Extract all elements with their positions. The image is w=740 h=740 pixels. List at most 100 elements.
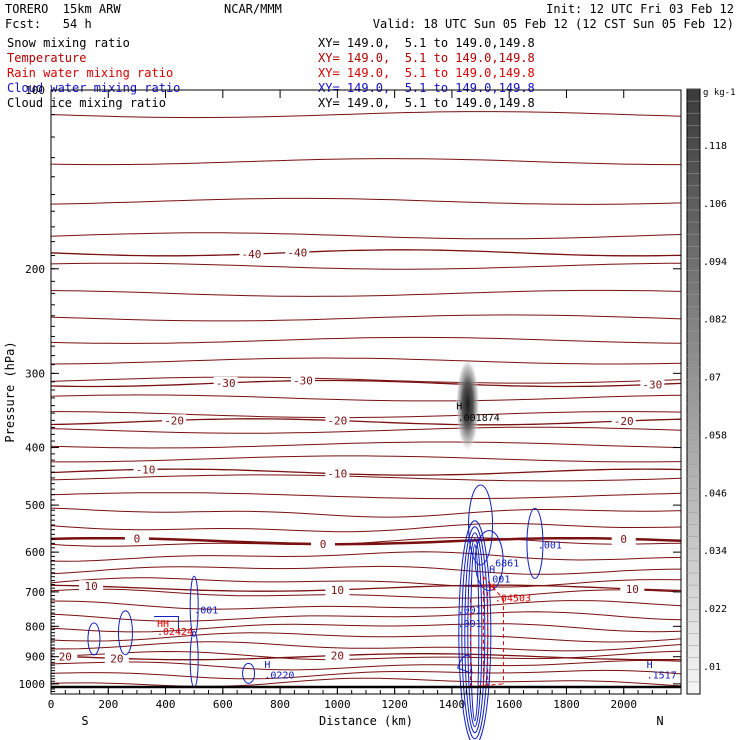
isotherm-label-bg xyxy=(611,532,636,545)
x-tick-label: 1600 xyxy=(496,698,523,711)
isotherm-label: -10 xyxy=(136,463,156,476)
x-tick-label: 600 xyxy=(213,698,233,711)
isotherm-label: -20 xyxy=(164,414,184,427)
isotherm-label-bg xyxy=(162,414,187,427)
y-tick-label: 300 xyxy=(25,367,45,380)
y-tick-label: 700 xyxy=(25,586,45,599)
cloud-water-contour xyxy=(467,538,483,728)
isotherm-line xyxy=(50,565,682,575)
isotherm-label: -40 xyxy=(242,248,262,261)
y-tick-label: 500 xyxy=(25,499,45,512)
cloud-water-contour xyxy=(461,526,489,740)
isotherm-label-bg xyxy=(325,414,350,427)
isotherm-0 xyxy=(50,536,682,546)
isotherm-line xyxy=(50,492,682,500)
init-time: Init: 12 UTC Fri 03 Feb 12 xyxy=(546,2,734,16)
isotherm-10 xyxy=(50,584,682,592)
isotherm-label-bg xyxy=(239,248,264,261)
cloud-water-contour xyxy=(526,507,544,579)
isotherm-line xyxy=(50,336,682,344)
colorbar-tick-label: .082 xyxy=(703,315,727,326)
isotherm-line xyxy=(50,551,682,562)
isotherm-label-bg xyxy=(620,582,645,595)
x-axis-title: Distance (km) xyxy=(319,714,413,728)
field-label-snow: Snow mixing ratio xyxy=(7,36,130,50)
field-label-temperature: Temperature xyxy=(7,51,87,65)
colorbar-tick-label: .07 xyxy=(703,373,721,384)
isotherm-line xyxy=(50,394,682,402)
isotherm-label: 0 xyxy=(134,532,141,545)
rain-water-contour xyxy=(470,683,504,687)
isotherm-line xyxy=(50,289,682,297)
y-tick-label: 200 xyxy=(25,263,45,276)
colorbar-tick-label: .01 xyxy=(703,662,721,673)
cloud-water-contour xyxy=(470,544,480,722)
isotherm--20 xyxy=(50,418,682,426)
organization-label: NCAR/MMM xyxy=(224,2,282,16)
y-tick-label: 800 xyxy=(25,620,45,633)
max-annotation: .02424 xyxy=(157,627,193,638)
max-annotation: .04503 xyxy=(495,593,531,604)
x-tick-label: 1000 xyxy=(324,698,351,711)
max-annotation: HH xyxy=(157,619,169,630)
cloud-water-contour xyxy=(464,532,486,734)
rain-water-contour xyxy=(483,576,504,600)
isotherm-line xyxy=(50,641,682,652)
x-tick-label: 400 xyxy=(156,698,176,711)
x-tick-label: 2000 xyxy=(610,698,637,711)
isotherm-label-bg xyxy=(325,649,350,662)
field-label-rain: Rain water mixing ratio xyxy=(7,66,174,80)
isotherm-line xyxy=(50,600,682,610)
isotherm-line xyxy=(50,474,682,482)
isotherm-label: 10 xyxy=(331,584,344,597)
model-label: TORERO 15km ARW xyxy=(5,2,121,16)
valid-time: Valid: 18 UTC Sun 05 Feb 12 (12 CST Sun … xyxy=(372,17,734,31)
isotherm-label: 10 xyxy=(626,583,639,596)
snow-maximum xyxy=(455,361,480,458)
field-xy-snow: XY= 149.0, 5.1 to 149.0,149.8 xyxy=(318,36,535,50)
isotherm-label: -30 xyxy=(293,375,313,388)
isotherm-line xyxy=(50,426,682,434)
isotherm-label: 20 xyxy=(331,649,344,662)
cloud-water-contour xyxy=(87,622,101,656)
max-annotation: .001874 xyxy=(458,413,500,424)
cloud-water-contour xyxy=(117,610,133,656)
isotherm-line xyxy=(50,357,682,365)
isotherm-label-bg xyxy=(611,415,636,428)
isotherm-line xyxy=(50,669,682,680)
isotherm-label-bg xyxy=(291,374,315,387)
isotherm-label: -30 xyxy=(642,378,662,391)
isotherm-label-bg xyxy=(124,532,149,545)
y-tick-label: 600 xyxy=(25,546,45,559)
isotherm-label: -20 xyxy=(327,415,347,428)
isotherm-line xyxy=(50,577,682,588)
max-annotation: .001 xyxy=(458,619,482,630)
cloud-water-contour xyxy=(242,662,256,684)
x-tick-label: 1800 xyxy=(553,698,580,711)
isotherm-line xyxy=(50,197,682,205)
x-tick-label: 0 xyxy=(48,698,55,711)
isotherm-line xyxy=(50,507,682,518)
isotherm-label-bg xyxy=(104,652,129,665)
y-tick-label: 900 xyxy=(25,651,45,664)
field-xy-rain: XY= 149.0, 5.1 to 149.0,149.8 xyxy=(318,66,535,80)
isotherm-line xyxy=(50,632,682,643)
isotherm-label-bg xyxy=(79,580,104,593)
isotherm-line xyxy=(50,677,682,687)
max-annotation: H xyxy=(489,565,495,576)
field-xy-cloud-ice: XY= 149.0, 5.1 to 149.0,149.8 xyxy=(318,96,535,110)
y-tick-label: 400 xyxy=(25,442,45,455)
colorbar-tick-label: .046 xyxy=(703,488,727,499)
isotherm-label-bg xyxy=(133,463,158,476)
field-xy-cloud-water: XY= 149.0, 5.1 to 149.0,149.8 xyxy=(318,81,535,95)
isotherm-line xyxy=(50,650,682,661)
endpoint-north: N xyxy=(656,714,663,728)
isotherm-label: 0 xyxy=(620,533,627,546)
colorbar-tick-label: .106 xyxy=(703,199,727,210)
isotherm-20 xyxy=(50,653,682,661)
isotherm-line xyxy=(50,522,682,533)
field-label-cloud-ice: Cloud ice mixing ratio xyxy=(7,96,166,110)
isotherm-label: -20 xyxy=(614,415,634,428)
max-annotation: .0220 xyxy=(264,671,294,682)
